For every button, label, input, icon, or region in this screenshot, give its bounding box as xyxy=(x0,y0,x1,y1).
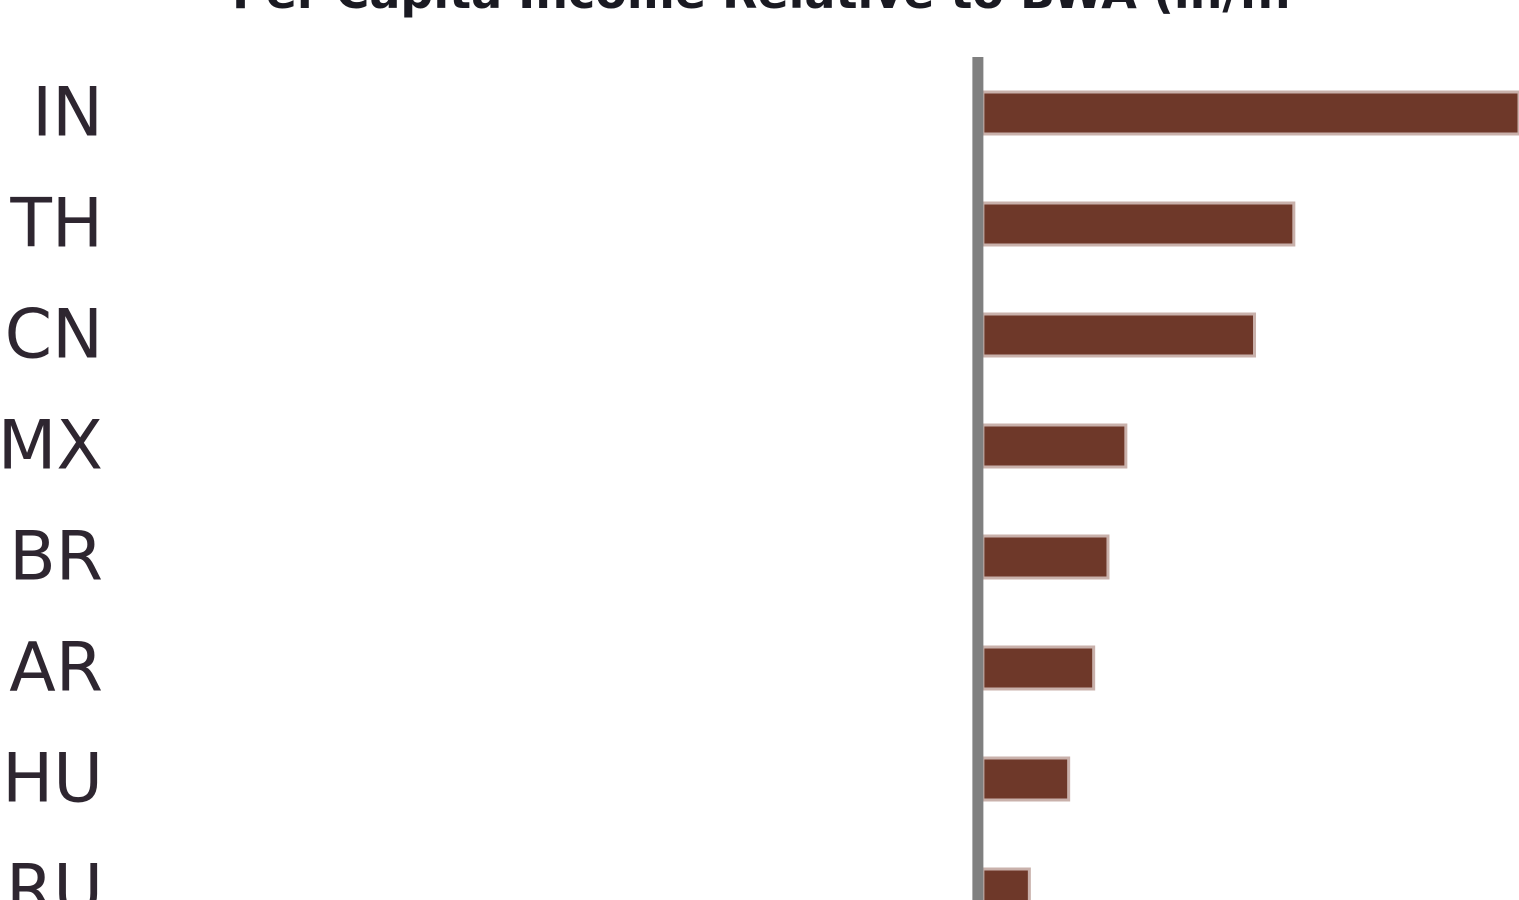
category-label-in: IN xyxy=(32,74,103,153)
bar-hu xyxy=(981,756,1071,802)
bars-layer xyxy=(981,90,1519,900)
category-label-ar: AR xyxy=(9,629,103,708)
bar-th xyxy=(981,201,1296,247)
bar-cn xyxy=(981,312,1257,358)
category-label-cn: CN xyxy=(5,296,103,375)
bar-in xyxy=(981,90,1519,136)
bar-ru xyxy=(981,867,1031,900)
chart-title: Per Capita Income Relative to BWA (in/..… xyxy=(232,0,1292,19)
category-label-ru: RU xyxy=(6,851,103,900)
bar-br xyxy=(981,534,1110,580)
category-label-th: TH xyxy=(9,185,103,264)
bar-ar xyxy=(981,645,1096,691)
category-label-mx: MX xyxy=(0,407,103,486)
category-label-hu: HU xyxy=(2,740,103,819)
category-labels: IN TH CN MX BR AR HU RU xyxy=(0,74,103,900)
bar-mx xyxy=(981,423,1128,469)
category-label-br: BR xyxy=(9,518,103,597)
